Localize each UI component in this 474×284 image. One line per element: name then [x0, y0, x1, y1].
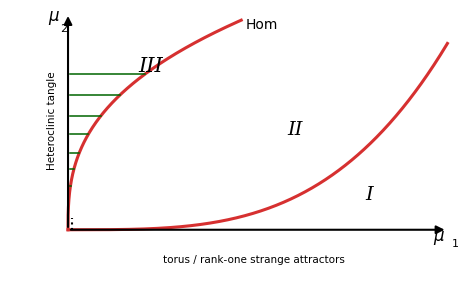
Text: Heteroclinic tangle: Heteroclinic tangle	[46, 71, 56, 170]
Text: II: II	[287, 121, 302, 139]
Text: 2: 2	[60, 24, 67, 34]
Text: Hom: Hom	[246, 18, 278, 32]
Text: III: III	[138, 57, 163, 76]
Text: torus / rank-one strange attractors: torus / rank-one strange attractors	[163, 255, 345, 265]
Text: I: I	[365, 186, 373, 204]
Text: $\mu$: $\mu$	[433, 229, 445, 247]
Text: $\mu$: $\mu$	[47, 9, 60, 27]
Text: 1: 1	[452, 239, 459, 249]
